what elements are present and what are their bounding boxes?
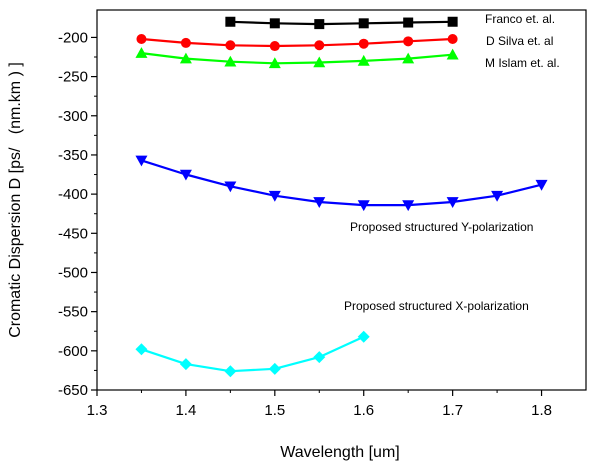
proposed-structured-y-polarization-marker	[179, 169, 192, 181]
x-tick-label: 1.4	[175, 402, 196, 419]
y-tick-label: -550	[58, 304, 88, 321]
proposed-structured-y-polarization-marker	[135, 155, 148, 167]
series-label-proposed-structured-x-polarization: Proposed structured X-polarization	[344, 299, 529, 313]
d-silva-et-al-marker	[358, 38, 369, 49]
franco-et-al-marker	[403, 17, 414, 28]
y-tick-label: -650	[58, 382, 88, 399]
y-tick-label: -300	[58, 108, 88, 125]
d-silva-et-al-marker	[314, 40, 325, 51]
proposed-structured-y-polarization-line	[141, 159, 542, 207]
proposed-structured-y-polarization-marker	[357, 200, 370, 212]
m-islam-et-al-marker	[135, 47, 148, 58]
m-islam-et-al-marker	[224, 55, 237, 67]
axis-ticks: 1.3 1.4 1.5 1.6 1.7 1.8 -200 -250 -300 -350 -400 -4…	[58, 29, 552, 419]
d-silva-et-al-marker	[269, 41, 280, 52]
d-silva-et-al-marker	[136, 33, 147, 44]
y-tick-label: -200	[58, 29, 88, 46]
d-silva-et-al-line	[141, 37, 453, 48]
m-islam-et-al-marker	[357, 54, 370, 66]
proposed-structured-x-polarization-marker	[224, 365, 237, 378]
proposed-structured-x-polarization-marker	[268, 362, 281, 375]
franco-et-al-marker	[225, 16, 236, 27]
x-tick-label: 1.7	[442, 402, 463, 419]
proposed-structured-y-polarization-marker	[491, 190, 504, 202]
y-tick-label: -500	[58, 264, 88, 281]
plot-frame	[96, 9, 587, 391]
series-franco-et-al	[225, 16, 458, 30]
proposed-structured-x-polarization-line	[141, 335, 365, 373]
m-islam-et-al-marker	[179, 52, 192, 64]
y-tick-label: -450	[58, 225, 88, 242]
y-tick-label: -400	[58, 186, 88, 203]
series-m-islam-et-al	[135, 47, 459, 69]
franco-et-al-marker	[447, 16, 458, 27]
series-d-silva-et-al	[136, 33, 458, 52]
proposed-structured-x-polarization-marker	[179, 358, 192, 371]
franco-et-al-marker	[314, 19, 325, 30]
proposed-structured-x-polarization-marker	[357, 330, 370, 343]
y-tick-label: -250	[58, 69, 88, 86]
y-axis-title: Cromatic Dispersion D [ps/ (nm.km ) ]	[7, 62, 24, 338]
series-label-proposed-structured-y-polarization: Proposed structured Y-polarization	[350, 220, 533, 234]
m-islam-et-al-line	[141, 52, 453, 65]
x-axis-title: Wavelength [um]	[280, 444, 399, 461]
proposed-structured-y-polarization-marker	[313, 197, 326, 208]
proposed-structured-x-polarization-marker	[135, 343, 148, 356]
m-islam-et-al-marker	[313, 56, 326, 68]
series-label-m-islam-et-al: M Islam et. al.	[485, 56, 560, 70]
d-silva-et-al-marker	[225, 40, 236, 51]
proposed-structured-y-polarization-marker	[446, 197, 459, 208]
franco-et-al-marker	[269, 18, 280, 29]
d-silva-et-al-marker	[180, 37, 191, 48]
franco-et-al-marker	[358, 18, 369, 29]
x-tick-label: 1.3	[87, 402, 108, 419]
series-label-d-silva-et-al: D Silva et. al	[486, 34, 553, 48]
m-islam-et-al-marker	[268, 57, 281, 69]
x-tick-label: 1.5	[264, 402, 285, 419]
series-proposed-structured-y-polarization	[135, 155, 548, 212]
x-tick-label: 1.6	[353, 402, 374, 419]
proposed-structured-y-polarization-marker	[402, 200, 415, 212]
m-islam-et-al-marker	[446, 48, 459, 60]
d-silva-et-al-marker	[403, 36, 414, 47]
series-annotations: Franco et. al. D Silva et. al M Islam et. …	[344, 12, 560, 313]
y-tick-label: -600	[58, 343, 88, 360]
franco-et-al-line	[230, 20, 453, 26]
series-proposed-structured-x-polarization	[135, 330, 370, 378]
x-tick-label: 1.8	[531, 402, 552, 419]
proposed-structured-y-polarization-marker	[535, 179, 548, 191]
proposed-structured-x-polarization-marker	[313, 351, 326, 364]
series-layer	[135, 16, 548, 378]
proposed-structured-y-polarization-marker	[224, 181, 237, 193]
y-tick-label: -350	[58, 147, 88, 164]
proposed-structured-y-polarization-marker	[268, 190, 281, 202]
d-silva-et-al-marker	[447, 33, 458, 44]
series-label-franco-et-al: Franco et. al.	[485, 12, 555, 26]
m-islam-et-al-marker	[402, 52, 415, 64]
